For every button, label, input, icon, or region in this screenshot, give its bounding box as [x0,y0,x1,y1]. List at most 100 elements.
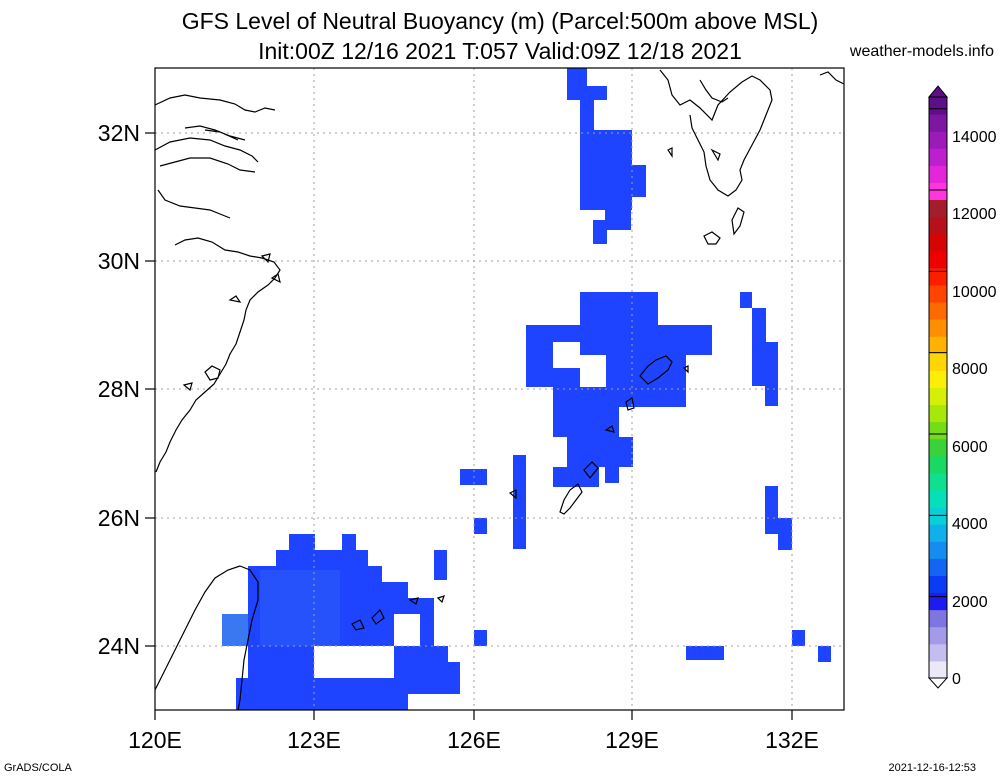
lat-label-30n: 30N [98,248,140,274]
colorbar-bottom-cap [927,677,949,689]
colorbar-segment [929,131,947,149]
colorbar-segment [929,199,947,218]
field-cell [260,570,340,646]
field-cell [434,550,447,580]
colorbar-segment [929,592,947,611]
field-cell [567,68,587,100]
colorbar-segment [929,455,947,474]
colorbar-label: 4000 [952,516,988,533]
colorbar-segment [929,233,947,252]
colorbar-label: 2000 [952,594,988,611]
colorbar-segment [929,216,947,235]
chart-subtitle: Init:00Z 12/16 2021 T:057 Valid:09Z 12/1… [258,38,742,64]
china-inner [184,125,246,141]
hole [553,342,580,368]
colorbar-segment [929,643,947,662]
hole [314,646,394,678]
colorbar-segment [929,302,947,320]
colorbar-segment [929,507,947,525]
field-cell [236,678,408,710]
lat-label-26n: 26N [98,505,140,531]
field-cell [752,308,766,386]
colorbar-segment [929,387,947,406]
colorbar-segment [929,370,947,388]
field-cell [765,486,778,534]
lat-label-24n: 24N [98,633,140,659]
colorbar-label: 12000 [952,206,997,223]
axis-ticks [145,132,793,720]
field-cell [792,630,805,646]
field-cell [580,130,632,210]
colorbar-label: 0 [952,671,961,688]
colorbar-segment [929,524,947,542]
colorbar-segment [929,165,947,183]
site-label: weather-models.info [849,43,994,60]
field-cell [553,467,599,487]
colorbar-segment [929,660,947,679]
ryukyu-islands [351,355,689,631]
lon-label-126e: 126E [447,727,501,753]
colorbar-label: 14000 [952,129,997,146]
lon-label-123e: 123E [287,727,341,753]
colorbar-top-cap [927,85,949,98]
field-cell [222,614,248,646]
colorbar-label: 10000 [952,284,997,301]
colorbar-segment [929,421,947,440]
field-cell [567,437,633,467]
field-cell [580,100,594,130]
field-cell [420,614,434,646]
colorbar-segment [929,490,947,508]
field-cell [765,342,778,406]
field-cell [553,407,619,437]
field-cell [474,518,487,534]
colorbar-segment [929,319,947,337]
coastlines [154,69,845,711]
kyushu [659,69,845,245]
hole [580,355,606,387]
taiwan [154,565,259,711]
colorbar-segment [929,336,947,354]
colorbar-label: 6000 [952,439,988,456]
chart-title: GFS Level of Neutral Buoyancy (m) (Parce… [181,8,819,34]
field-cell [513,455,526,549]
field-cell [342,534,356,550]
colorbar-segment [929,148,947,166]
field-cell [474,630,487,646]
colorbar-segment [929,284,947,303]
footer-timestamp: 2021-12-16-12:53 [888,762,976,774]
colorbar: 0 2000 4000 6000 8000 10000 12000 14000 [927,85,997,689]
colorbar-segment [929,575,947,594]
colorbar-label: 8000 [952,361,988,378]
colorbar-segment [929,541,947,559]
field-cell [587,86,607,100]
china-coast [154,94,281,473]
colorbar-segment [929,558,947,576]
field-cell [686,646,724,660]
colorbar-segment [929,404,947,423]
field-cell [778,518,792,550]
colorbar-segment [929,114,947,132]
lon-label-129e: 129E [605,727,659,753]
lon-label-120e: 120E [128,727,182,753]
field-cell [289,534,315,550]
field-cell [553,387,686,407]
lat-label-32n: 32N [98,120,140,146]
colorbar-segment [929,267,947,286]
field-cell [593,220,607,244]
colorbar-segment [929,438,947,457]
buoyancy-field [222,68,831,710]
field-cell [605,210,631,230]
field-cell [818,646,831,662]
colorbar-segment [929,626,947,645]
colorbar-segment [929,353,947,371]
field-cell [605,467,619,483]
colorbar-segment [929,182,947,201]
colorbar-segment [929,250,947,269]
colorbar-segment [929,97,947,115]
footer-credit: GrADS/COLA [4,762,72,774]
field-cell [276,550,368,566]
lat-label-28n: 28N [98,376,140,402]
coast-islands [182,253,281,392]
lon-label-132e: 132E [765,727,819,753]
